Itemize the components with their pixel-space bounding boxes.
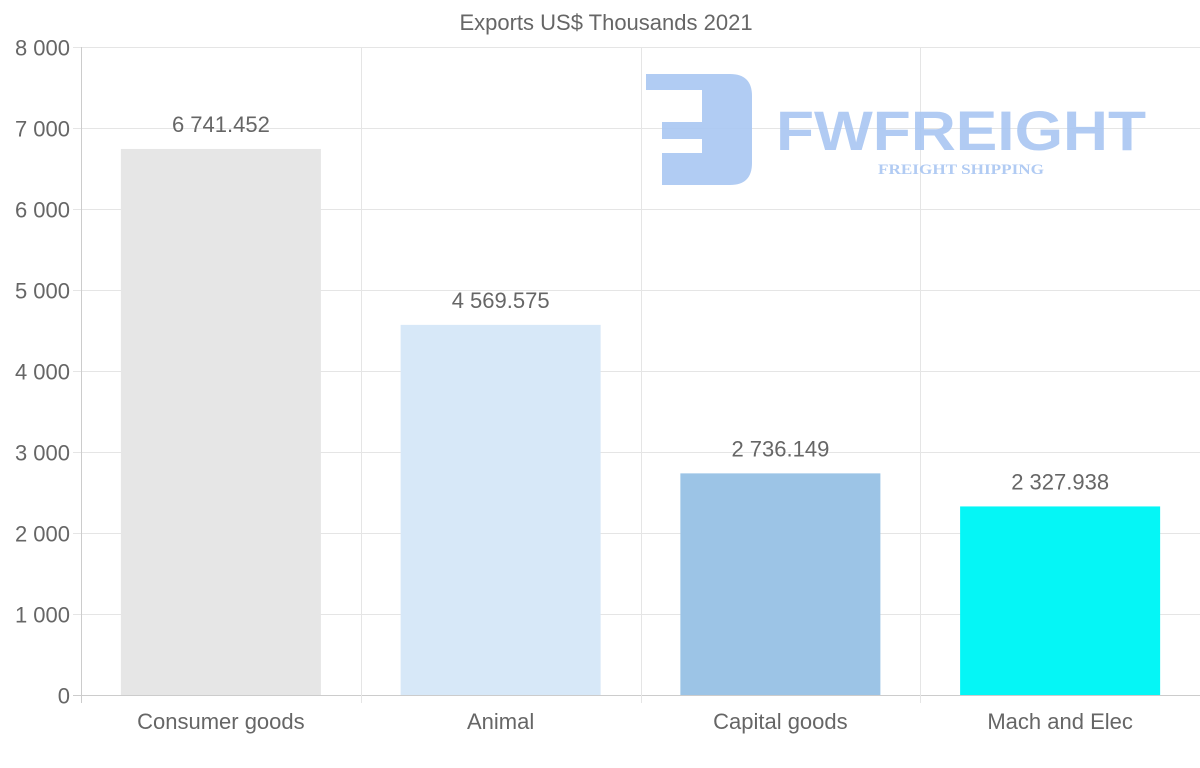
- y-tick-label: 4 000: [15, 360, 70, 385]
- bar-animal[interactable]: [400, 324, 601, 695]
- logo-mark-icon: [646, 74, 752, 185]
- watermark-brand: FWFREIGHT: [776, 99, 1146, 162]
- bar-mach-and-elec[interactable]: [960, 506, 1161, 695]
- value-label: 2 327.938: [1011, 469, 1109, 494]
- value-label: 6 741.452: [172, 112, 270, 137]
- labels: 0 1 000 2 000 3 000 4 000 5 000 6 000 7 000 8 00…: [15, 36, 1133, 735]
- y-tick-label: 3 000: [15, 441, 70, 466]
- value-label: 4 569.575: [452, 288, 550, 313]
- y-tick-label: 7 000: [15, 117, 70, 142]
- x-tick-label: Consumer goods: [137, 709, 305, 734]
- watermark-logo: FWFREIGHT FREIGHT SHIPPING: [646, 74, 1146, 185]
- y-tick-label: 5 000: [15, 279, 70, 304]
- bars: [120, 148, 1161, 695]
- bar-consumer-goods[interactable]: [120, 148, 321, 695]
- value-label: 2 736.149: [731, 436, 829, 461]
- y-tick-label: 2 000: [15, 522, 70, 547]
- chart-title: Exports US$ Thousands 2021: [459, 10, 752, 35]
- y-tick-label: 6 000: [15, 198, 70, 223]
- y-tick-label: 0: [58, 684, 70, 709]
- watermark-tagline: FREIGHT SHIPPING: [878, 162, 1044, 178]
- bar-capital-goods[interactable]: [680, 473, 881, 695]
- y-tick-label: 8 000: [15, 36, 70, 61]
- x-tick-label: Mach and Elec: [987, 709, 1133, 734]
- y-tick-label: 1 000: [15, 603, 70, 628]
- x-tick-label: Animal: [467, 709, 534, 734]
- x-tick-label: Capital goods: [713, 709, 848, 734]
